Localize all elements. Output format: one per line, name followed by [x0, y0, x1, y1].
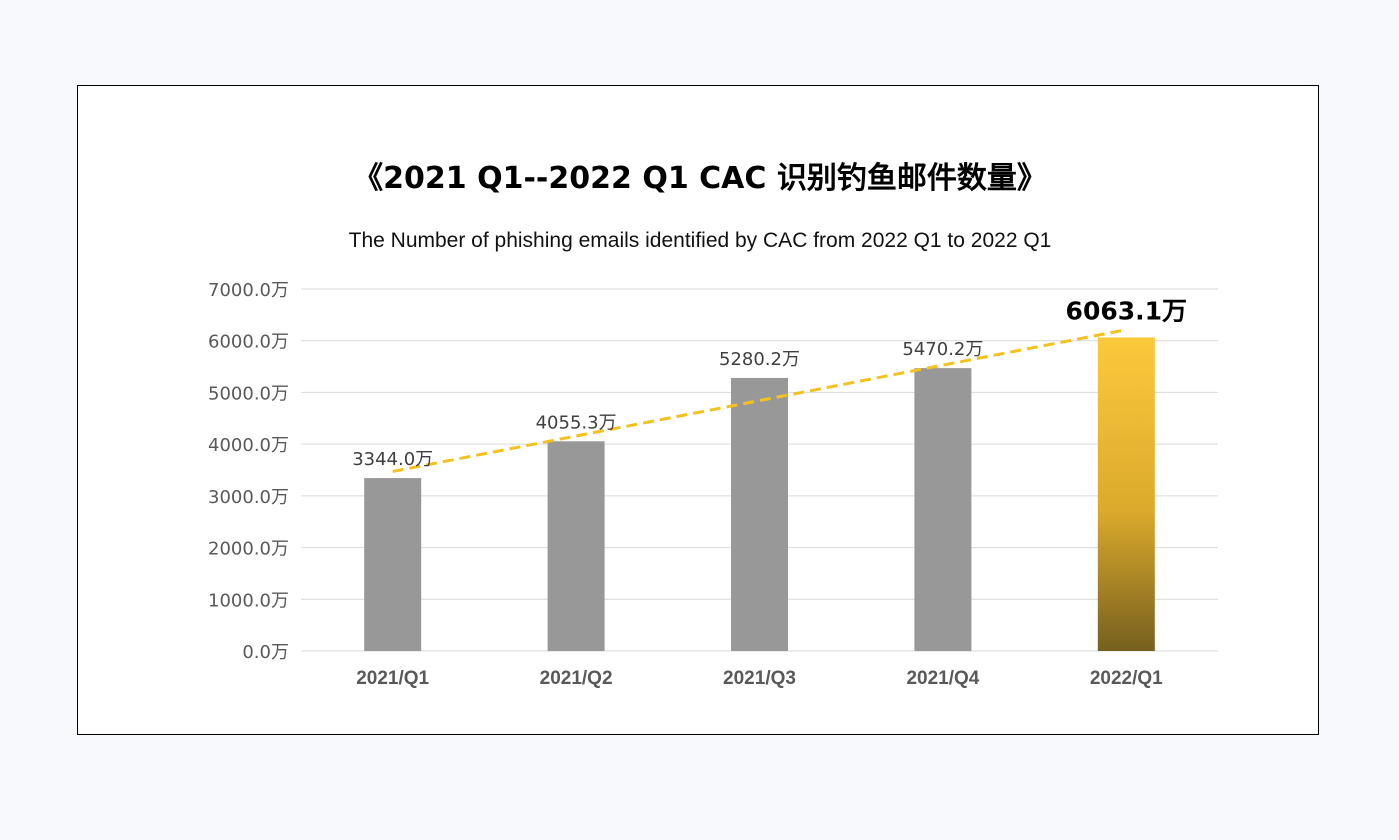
x-tick-label: 2021/Q3 [723, 668, 796, 689]
y-axis-ticks: 0.0万 1000.0万 2000.0万 3000.0万 4000.0万 5000.0万 6… [208, 280, 289, 663]
y-tick-label: 4000.0万 [208, 435, 289, 456]
x-tick-label: 2021/Q4 [906, 668, 979, 689]
value-labels: 3344.0万 4055.3万 5280.2万 5470.2万 6063.1万 [352, 296, 1187, 470]
bar [914, 368, 972, 651]
trendline-line [392, 328, 1127, 473]
y-tick-label: 7000.0万 [208, 280, 289, 301]
bar-highlight [1097, 337, 1155, 651]
chart-title: 《2021 Q1--2022 Q1 CAC 识别钓鱼邮件数量》 [353, 161, 1047, 196]
chart-svg: 《2021 Q1--2022 Q1 CAC 识别钓鱼邮件数量》 The Numb… [208, 161, 1218, 689]
y-tick-label: 0.0万 [242, 642, 289, 663]
trendline [392, 328, 1127, 473]
chart-frame: 《2021 Q1--2022 Q1 CAC 识别钓鱼邮件数量》 The Numb… [77, 85, 1319, 735]
value-label: 5470.2万 [902, 339, 983, 360]
value-label: 3344.0万 [352, 449, 433, 470]
bar [547, 441, 605, 651]
y-tick-label: 2000.0万 [208, 539, 289, 560]
x-tick-label: 2021/Q1 [356, 668, 429, 689]
value-label: 4055.3万 [536, 412, 617, 433]
y-tick-label: 6000.0万 [208, 332, 289, 353]
bar [364, 478, 422, 651]
value-label: 5280.2万 [719, 349, 800, 370]
bar [731, 377, 788, 651]
bars [364, 337, 1155, 651]
x-tick-label: 2022/Q1 [1090, 668, 1163, 689]
y-tick-label: 1000.0万 [208, 590, 289, 611]
y-tick-label: 3000.0万 [208, 487, 289, 508]
x-tick-label: 2021/Q2 [540, 668, 613, 689]
x-axis-ticks: 2021/Q1 2021/Q2 2021/Q3 2021/Q4 2022/Q1 [356, 668, 1163, 689]
chart-subtitle: The Number of phishing emails identified… [349, 229, 1052, 252]
value-label-highlight: 6063.1万 [1066, 296, 1187, 325]
y-tick-label: 5000.0万 [208, 383, 289, 404]
